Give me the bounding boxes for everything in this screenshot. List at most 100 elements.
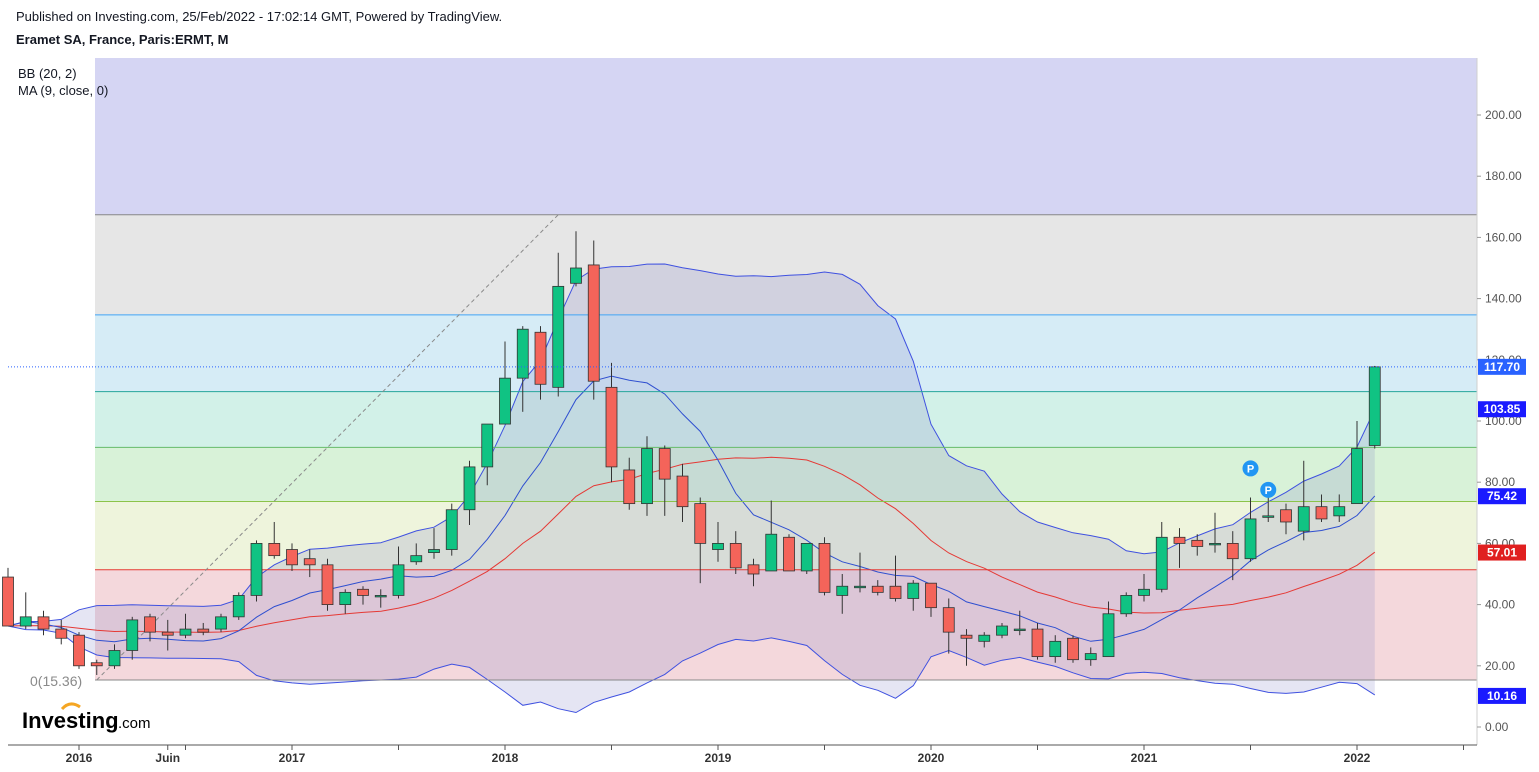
logo-text: Investing	[22, 708, 119, 733]
candle-body	[108, 650, 121, 667]
candle	[676, 463, 689, 522]
candle-body	[836, 585, 849, 596]
time-tick-label: 2022	[1344, 751, 1371, 765]
candle	[765, 500, 778, 572]
candle	[871, 580, 884, 596]
candle-body	[1173, 536, 1186, 544]
price-tag: 10.16	[1478, 687, 1526, 704]
candle	[1013, 610, 1026, 636]
candle	[925, 582, 937, 617]
candle-body	[232, 595, 245, 618]
candle-body	[1138, 588, 1150, 596]
candle-body	[197, 628, 210, 633]
candle	[783, 534, 795, 572]
candle	[1031, 622, 1044, 660]
candle-body	[1049, 640, 1062, 658]
marker-label: P	[1247, 463, 1254, 475]
candle-body	[1368, 366, 1381, 446]
fib-zero-label: 0(15.36)	[30, 673, 82, 689]
candle	[250, 540, 263, 602]
candle	[90, 659, 103, 675]
price-tag: 75.42	[1478, 488, 1526, 505]
candle	[712, 521, 724, 562]
candle	[694, 497, 707, 584]
candle	[552, 252, 565, 397]
marker-icon[interactable]: P	[1260, 481, 1277, 498]
time-axis: 2016 Juin 2017 2018 2019 2020 2021 2022	[66, 745, 1464, 765]
candle-body	[286, 549, 298, 566]
candle	[516, 326, 529, 412]
candle-body	[676, 475, 689, 508]
price-tick-label: 160.00	[1485, 230, 1522, 244]
candle	[1049, 635, 1062, 663]
marker-icon[interactable]: P	[1242, 460, 1259, 477]
bb-basis-line	[7, 456, 1376, 633]
price-tick-label: 20.00	[1485, 659, 1515, 673]
candle	[658, 445, 671, 516]
candle	[499, 341, 511, 425]
candle	[161, 619, 174, 651]
candle-body	[1155, 536, 1168, 590]
candle	[428, 528, 440, 559]
candle	[108, 644, 121, 669]
candle	[126, 616, 139, 660]
candle	[2, 567, 14, 627]
candle-body	[1280, 509, 1292, 523]
candle	[463, 460, 476, 526]
candle	[1244, 497, 1257, 562]
candle-body	[516, 328, 529, 379]
marker-label: P	[1265, 485, 1272, 497]
candle	[286, 543, 298, 571]
candle-body	[250, 543, 263, 596]
candle	[55, 619, 68, 645]
candle-body	[623, 469, 636, 505]
candle-body	[1191, 539, 1204, 547]
candlesticks	[2, 231, 1381, 675]
candle-body	[321, 564, 334, 606]
candle-body	[90, 662, 103, 667]
candle-body	[410, 555, 423, 563]
candle-body	[694, 503, 707, 544]
fibonacci-zone-fills	[95, 58, 1477, 680]
candle	[1191, 534, 1204, 556]
candle	[481, 423, 494, 486]
logo-suffix: .com	[118, 715, 151, 732]
markers: PP	[1242, 460, 1277, 498]
candle	[1067, 635, 1079, 663]
ma-line	[7, 375, 1376, 643]
price-tag: 57.01	[1478, 544, 1526, 561]
candle-body	[996, 625, 1008, 636]
candle-body	[19, 616, 32, 627]
candle-body	[1120, 595, 1133, 615]
candle	[747, 558, 760, 587]
candle-body	[1031, 628, 1044, 658]
candle-body	[161, 631, 174, 636]
candle-body	[978, 634, 991, 642]
candle	[215, 613, 227, 633]
candle-body	[374, 595, 387, 598]
candle-body	[126, 619, 139, 651]
candle-body	[481, 423, 494, 468]
svg-text:75.42: 75.42	[1487, 489, 1517, 503]
candle-body	[1297, 506, 1310, 532]
fibonacci-trendline	[96, 214, 559, 681]
candle	[1084, 647, 1097, 666]
candle-body	[570, 267, 582, 284]
candle-body	[445, 509, 458, 550]
ma-indicator-label: MA (9, close, 0)	[18, 83, 108, 98]
candle-body	[268, 543, 281, 557]
candle	[1173, 528, 1186, 568]
candle-body	[303, 558, 316, 566]
candle-body	[392, 564, 405, 596]
price-tags: 117.70 103.85 75.42 57.01 10.16	[1478, 358, 1526, 704]
instrument-title: Eramet SA, France, Paris:ERMT, M	[16, 32, 229, 47]
candle-body	[800, 543, 813, 572]
candle-body	[215, 616, 227, 630]
svg-text:103.85: 103.85	[1484, 402, 1521, 416]
candle-body	[871, 585, 884, 593]
price-tick-label: 0.00	[1485, 720, 1509, 734]
candle-body	[658, 448, 671, 480]
candle	[37, 610, 50, 636]
bb-indicator-label: BB (20, 2)	[18, 66, 77, 81]
